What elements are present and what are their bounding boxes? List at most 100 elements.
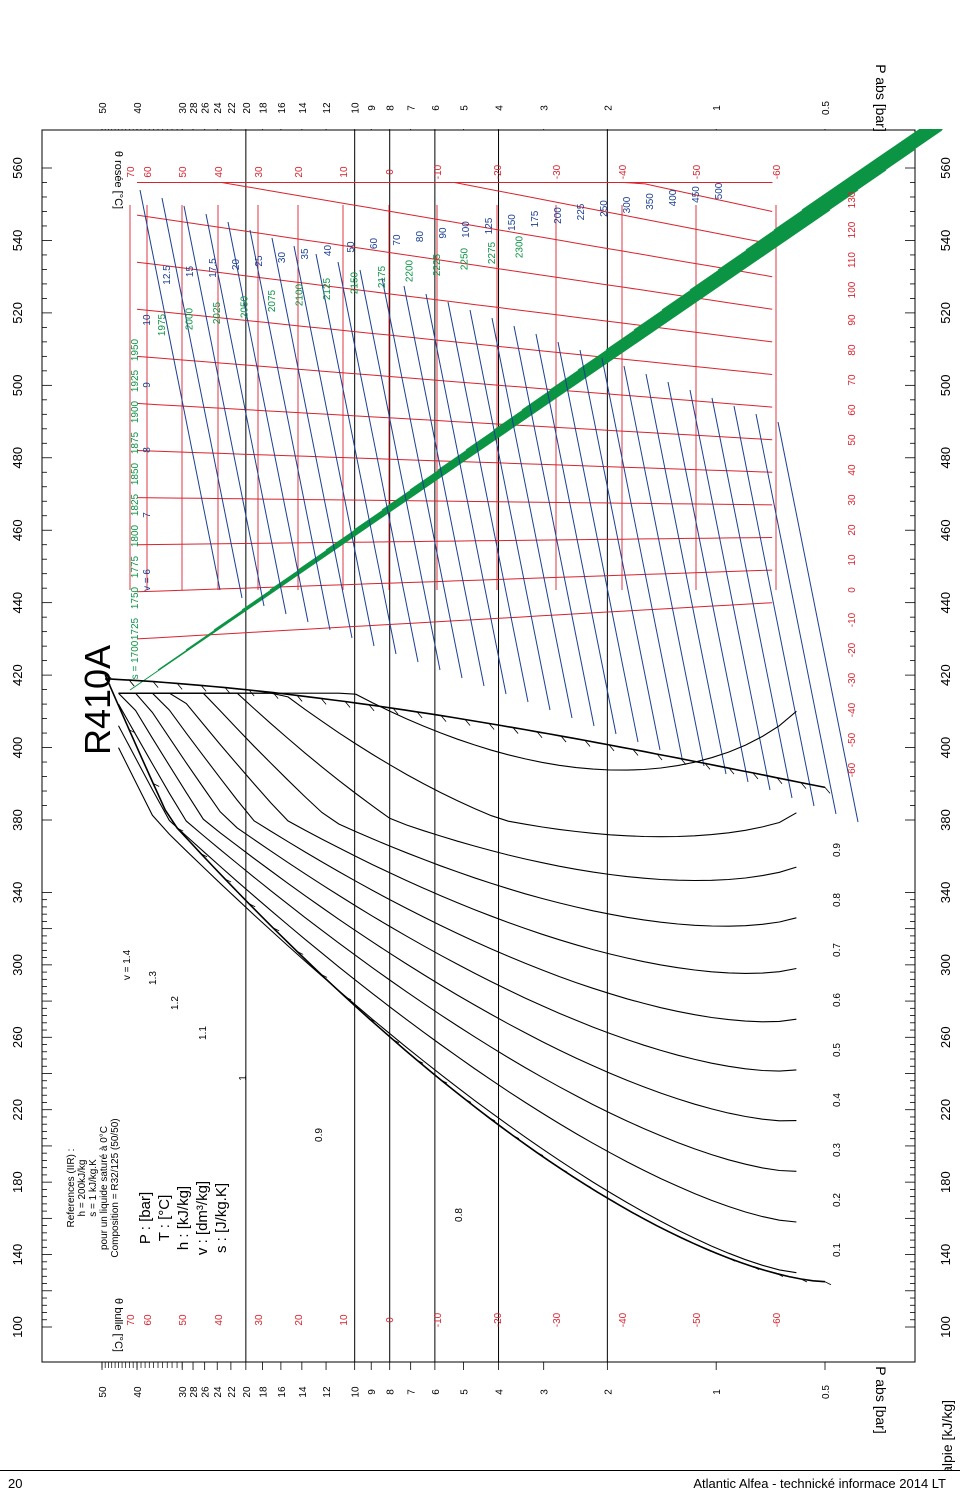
superheat-temp-label: 90	[847, 314, 858, 326]
saturation-tick	[272, 927, 280, 932]
chart-title: R410A	[77, 645, 118, 755]
vapor-volume-label: 17.5	[208, 258, 219, 278]
isochore-line	[711, 397, 793, 799]
entropy-label: 1825	[130, 493, 141, 516]
info-text-block: References (IIR) :h = 200kJ/kg s = 1 kJ/k…	[66, 1118, 230, 1257]
saturation-tick	[440, 1079, 448, 1084]
x-tick-label-right: 520	[938, 302, 953, 324]
liquid-volume-label: v = 1.4	[122, 949, 133, 980]
liquid-volume-label: 0.9	[314, 1128, 325, 1142]
superheat-temp-label: -10	[847, 612, 858, 627]
two-phase-line	[118, 692, 797, 1122]
chart-frame	[41, 129, 916, 1363]
y-tick-label-bottom: 0.5	[821, 1385, 832, 1399]
y-tick-label-bottom: 12	[322, 1386, 333, 1398]
x-tick-label-left: 520	[10, 302, 25, 324]
two-phase-line	[118, 747, 797, 1274]
saturation-tick	[200, 853, 208, 858]
bubble-temp-label: -40	[618, 1312, 629, 1327]
isentrope-line	[633, 105, 960, 331]
vapor-volume-label: 7	[142, 512, 153, 518]
isentrope-line	[213, 149, 915, 631]
x-tick-label-left: 140	[10, 1244, 25, 1266]
saturation-tick	[464, 1098, 472, 1103]
isentrope-line	[353, 113, 960, 531]
x-tick-label-left: 100	[10, 1316, 25, 1338]
y-tick-label-bottom: 7	[407, 1389, 418, 1395]
document-title: Atlantic Alfea - technické informace 201…	[693, 1476, 946, 1491]
y-axis-label-bottom: P abs [bar]	[873, 1366, 889, 1433]
saturation-tick	[512, 1135, 520, 1139]
x-axis-label: Enthalpie [kJ/kg]	[939, 1400, 955, 1470]
bubble-temp-axis-label: θ bulle [°C]	[112, 1298, 124, 1352]
x-tick-label-left: 400	[10, 737, 25, 759]
isochore-line	[557, 341, 639, 743]
saturation-tick	[152, 783, 160, 787]
superheat-temp-label: -20	[847, 642, 858, 657]
x-tick-label-left: 560	[10, 157, 25, 179]
saturation-tick	[224, 878, 232, 883]
entropy-label: 2275	[487, 241, 498, 264]
vapor-volume-label: 90	[438, 227, 449, 239]
reference-line: Composition = R32/125 (50/50)	[110, 1118, 121, 1257]
saturation-tick	[512, 727, 519, 734]
superheat-temp-label: 40	[847, 464, 858, 476]
superheat-temp-label: 60	[847, 404, 858, 416]
bubble-temp-label: -60	[772, 1312, 783, 1327]
isochore-lines	[139, 189, 859, 823]
dew-temp-axis-label: θ rosée [°C]	[112, 151, 124, 209]
x-tick-label-left: 380	[10, 809, 25, 831]
saturation-tick	[344, 701, 351, 708]
isentrope-line	[409, 112, 960, 491]
dew-temp-label: 20	[294, 166, 305, 178]
liquid-volume-label: 1	[238, 1075, 249, 1081]
isochore-line	[359, 269, 441, 671]
isentrope-line	[745, 102, 960, 251]
saturation-tick	[536, 731, 543, 739]
two-phase-line	[118, 692, 797, 927]
x-tick-label-left: 420	[10, 664, 25, 686]
y-tick-label-top: 6	[431, 105, 442, 111]
saturation-tick	[152, 681, 159, 688]
entropy-label: 1850	[130, 462, 141, 485]
saturation-tick	[776, 1273, 784, 1278]
isentrope-line	[689, 104, 960, 291]
isochore-line	[139, 189, 221, 591]
saturation-tick	[824, 1281, 832, 1286]
isochore-line	[667, 381, 749, 783]
y-tick-label-top: 12	[322, 102, 333, 114]
saturation-tick	[320, 698, 327, 705]
y-tick-label-bottom: 18	[258, 1386, 269, 1398]
entropy-label: 2200	[405, 259, 416, 282]
bubble-temp-label: 50	[178, 1314, 189, 1326]
superheat-temp-label: 0	[847, 587, 858, 593]
footer-rule	[0, 1470, 960, 1471]
entropy-label: 2100	[295, 283, 306, 306]
y-tick-label-top: 40	[133, 102, 144, 114]
reference-line: pour un liquide saturé à 0°C	[99, 1126, 110, 1250]
saturation-tick	[104, 674, 112, 679]
bubble-temp-label: 70	[126, 1314, 137, 1326]
saturation-tick	[680, 1237, 688, 1242]
y-tick-label-bottom: 6	[431, 1389, 442, 1395]
bubble-temp-label: 10	[339, 1314, 350, 1326]
x-tick-label-left: 260	[10, 1026, 25, 1048]
two-phase-line	[118, 692, 797, 1023]
vapor-volume-label: 60	[369, 238, 380, 250]
bubble-temp-label: -20	[493, 1312, 504, 1327]
isochore-line	[205, 213, 287, 615]
y-tick-label-bottom: 9	[367, 1389, 378, 1395]
superheat-temp-label: -40	[847, 702, 858, 717]
isentrope-line	[381, 113, 960, 511]
isochore-line	[227, 221, 309, 623]
isochore-line	[579, 349, 661, 751]
saturation-tick	[200, 685, 207, 692]
entropy-label: 2000	[185, 307, 196, 330]
isochore-line	[161, 197, 243, 599]
entropy-label: 1975	[157, 313, 168, 336]
entropy-label: s = 1700	[130, 640, 141, 679]
superheat-temp-label: 120	[847, 221, 858, 238]
y-tick-label-bottom: 30	[178, 1386, 189, 1398]
